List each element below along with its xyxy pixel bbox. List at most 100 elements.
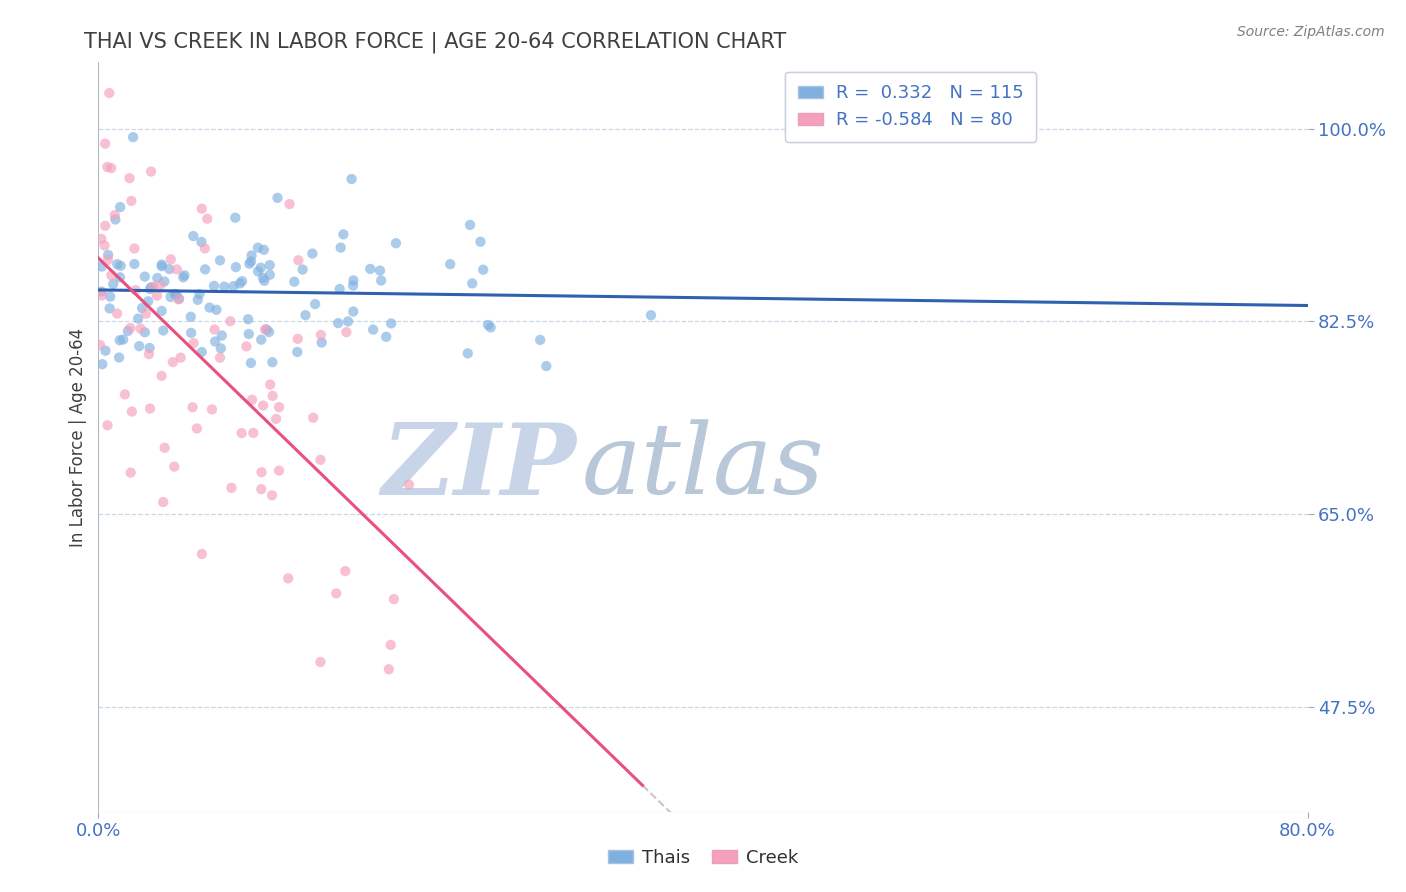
Point xyxy=(124,283,146,297)
Point xyxy=(262,355,284,369)
Point xyxy=(240,254,263,268)
Point xyxy=(311,335,333,350)
Point xyxy=(329,282,352,296)
Point xyxy=(94,136,117,151)
Point xyxy=(153,275,176,289)
Point xyxy=(201,402,224,417)
Point xyxy=(96,418,118,433)
Point xyxy=(104,208,127,222)
Point xyxy=(385,236,408,251)
Point xyxy=(238,326,260,341)
Point xyxy=(328,316,350,330)
Point xyxy=(118,171,141,186)
Point xyxy=(309,655,332,669)
Point xyxy=(461,277,484,291)
Point xyxy=(259,258,281,272)
Point xyxy=(640,308,662,322)
Point xyxy=(240,248,263,262)
Point xyxy=(458,218,481,232)
Point xyxy=(165,287,187,301)
Point xyxy=(139,401,162,416)
Point xyxy=(163,459,186,474)
Point xyxy=(204,322,226,336)
Point xyxy=(342,304,364,318)
Point xyxy=(120,321,142,335)
Point xyxy=(194,262,217,277)
Point xyxy=(188,287,211,301)
Point xyxy=(96,160,118,174)
Point xyxy=(457,346,479,360)
Point xyxy=(117,324,139,338)
Point xyxy=(152,495,174,509)
Point xyxy=(477,318,499,332)
Point xyxy=(146,271,169,285)
Point xyxy=(257,325,280,339)
Point xyxy=(301,246,323,260)
Point xyxy=(398,477,420,491)
Point xyxy=(91,288,114,302)
Point xyxy=(138,341,160,355)
Point xyxy=(335,325,357,339)
Point xyxy=(253,243,276,257)
Text: THAI VS CREEK IN LABOR FORCE | AGE 20-64 CORRELATION CHART: THAI VS CREEK IN LABOR FORCE | AGE 20-64… xyxy=(84,31,786,53)
Point xyxy=(191,345,214,359)
Point xyxy=(309,327,332,342)
Point xyxy=(239,356,262,370)
Point xyxy=(90,232,112,246)
Point xyxy=(167,292,190,306)
Point xyxy=(304,297,326,311)
Point xyxy=(287,332,309,346)
Point xyxy=(105,257,128,271)
Point xyxy=(361,322,384,336)
Point xyxy=(191,547,214,561)
Point xyxy=(98,301,121,316)
Point xyxy=(138,347,160,361)
Point xyxy=(209,342,232,356)
Point xyxy=(142,280,165,294)
Point xyxy=(231,426,253,441)
Point xyxy=(120,466,142,480)
Point xyxy=(141,280,163,294)
Point xyxy=(378,662,401,676)
Point xyxy=(114,387,136,401)
Point xyxy=(242,425,264,440)
Point xyxy=(267,400,290,414)
Point xyxy=(229,277,252,291)
Point xyxy=(172,270,194,285)
Y-axis label: In Labor Force | Age 20-64: In Labor Force | Age 20-64 xyxy=(69,327,87,547)
Point xyxy=(163,287,186,301)
Point xyxy=(285,345,308,359)
Point xyxy=(108,200,131,214)
Point xyxy=(225,260,247,274)
Point xyxy=(302,410,325,425)
Point xyxy=(368,263,391,277)
Point xyxy=(94,219,117,233)
Point xyxy=(329,241,352,255)
Point xyxy=(97,252,120,267)
Point xyxy=(160,252,183,267)
Point xyxy=(187,293,209,307)
Point xyxy=(159,290,181,304)
Point xyxy=(256,322,278,336)
Point xyxy=(139,164,162,178)
Point xyxy=(479,320,502,334)
Point xyxy=(252,399,274,413)
Point xyxy=(267,464,290,478)
Point xyxy=(332,227,354,242)
Point xyxy=(152,323,174,337)
Point xyxy=(150,304,173,318)
Point xyxy=(110,259,132,273)
Point xyxy=(202,279,225,293)
Point xyxy=(98,86,121,100)
Point xyxy=(380,638,402,652)
Point xyxy=(254,322,277,336)
Point xyxy=(222,279,245,293)
Point xyxy=(375,330,398,344)
Point xyxy=(235,339,257,353)
Text: ZIP: ZIP xyxy=(381,419,576,516)
Point xyxy=(259,377,281,392)
Point xyxy=(382,592,405,607)
Point xyxy=(335,564,357,578)
Point xyxy=(131,301,153,315)
Point xyxy=(169,351,191,365)
